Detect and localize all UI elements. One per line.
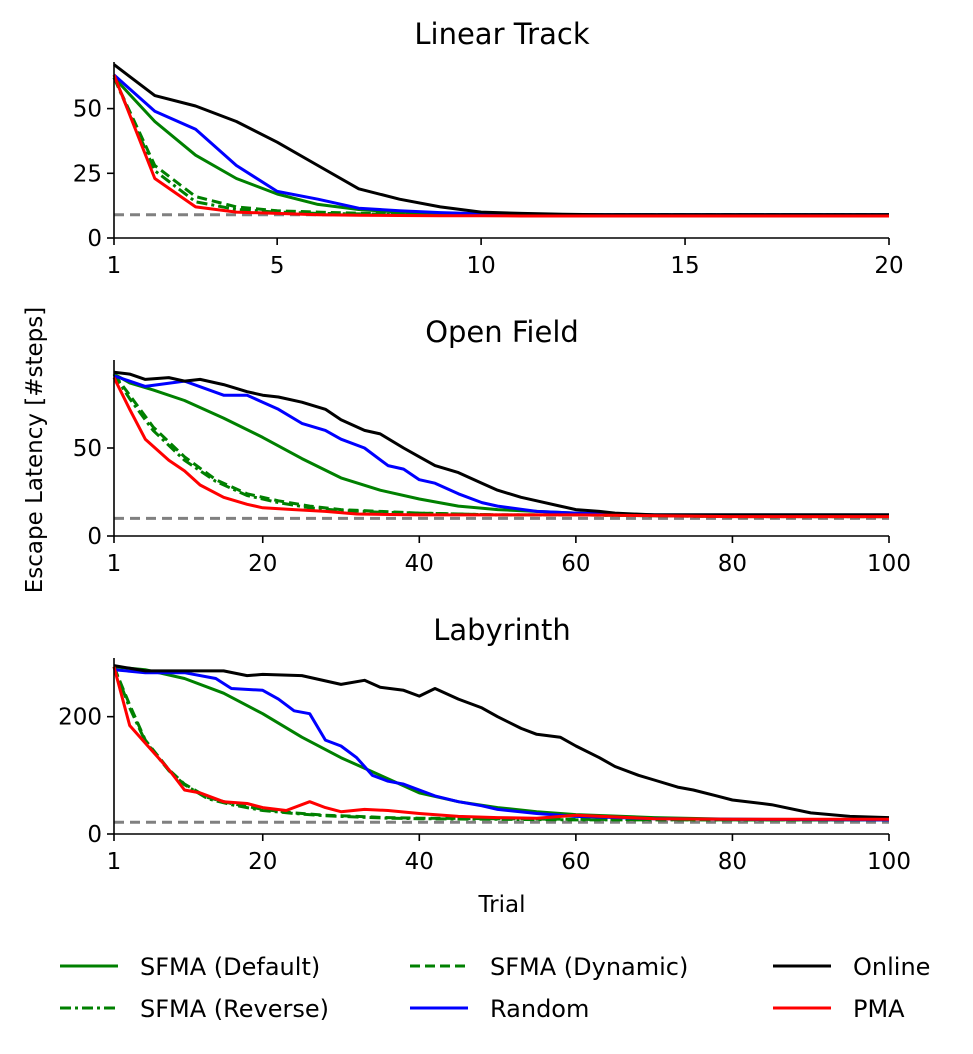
series-line-sfma-reverse xyxy=(112,666,889,822)
y-tick-label: 0 xyxy=(87,822,102,848)
y-tick-label: 25 xyxy=(73,161,102,187)
legend-label: PMA xyxy=(853,995,905,1023)
series-line-random xyxy=(113,73,889,217)
series-line-sfma-reverse xyxy=(112,76,889,217)
legend-entry: SFMA (Default) xyxy=(60,953,320,981)
x-tick-label: 1 xyxy=(107,551,122,577)
legend-entry: SFMA (Reverse) xyxy=(60,995,329,1023)
legend-label: SFMA (Default) xyxy=(140,953,320,981)
x-tick-label: 15 xyxy=(670,253,699,279)
series-line-sfma-default xyxy=(112,76,889,217)
series-line-random xyxy=(113,668,890,822)
legend-entry: SFMA (Dynamic) xyxy=(410,953,688,981)
legend-entry: Random xyxy=(410,995,589,1023)
x-tick-label: 40 xyxy=(405,849,434,875)
legend-label: SFMA (Dynamic) xyxy=(490,953,688,981)
x-tick-label: 10 xyxy=(466,253,495,279)
x-tick-label: 80 xyxy=(718,551,747,577)
panel-labyrinth: Labyrinth Trial 1 20 40 60 80 100 0 200 xyxy=(58,613,911,918)
series-line-online xyxy=(113,664,890,820)
x-tick-label: 20 xyxy=(248,849,277,875)
x-tick-label: 5 xyxy=(270,253,285,279)
series-line-online xyxy=(113,370,889,517)
legend-label: Online xyxy=(853,953,930,981)
x-tick-label: 100 xyxy=(867,551,911,577)
series-line-sfma-dynamic xyxy=(112,666,889,822)
x-tick-label: 100 xyxy=(867,849,911,875)
x-tick-label: 40 xyxy=(405,551,434,577)
x-tick-label: 20 xyxy=(248,551,277,577)
y-tick-label: 200 xyxy=(58,705,102,731)
legend-entry: PMA xyxy=(773,995,905,1023)
x-tick-label: 80 xyxy=(718,849,747,875)
series-line-pma xyxy=(112,74,889,218)
series-line-pma xyxy=(112,666,889,821)
series-line-pma xyxy=(112,376,889,519)
legend-entry: Online xyxy=(773,953,930,981)
series-line-random xyxy=(113,374,889,517)
x-tick-label: 1 xyxy=(107,849,122,875)
y-tick-label: 50 xyxy=(73,436,102,462)
x-tick-label: 20 xyxy=(874,253,903,279)
y-tick-label: 0 xyxy=(87,226,102,252)
panel-title: Open Field xyxy=(425,315,579,349)
y-tick-label: 50 xyxy=(73,97,102,123)
series-line-online xyxy=(113,63,889,217)
x-axis-label: Trial xyxy=(478,892,526,918)
x-tick-label: 60 xyxy=(561,849,590,875)
panel-title: Labyrinth xyxy=(433,613,571,647)
series-line-sfma-dynamic xyxy=(112,76,889,217)
panel-open-field: Open Field 1 20 40 60 80 100 0 50 xyxy=(73,315,911,577)
y-tick-label: 0 xyxy=(87,524,102,550)
legend-label: Random xyxy=(490,995,589,1023)
x-tick-label: 60 xyxy=(561,551,590,577)
legend: SFMA (Default) SFMA (Dynamic) Online SFMA (… xyxy=(60,953,930,1023)
series-line-sfma-default xyxy=(113,665,889,822)
panel-title: Linear Track xyxy=(414,17,589,51)
x-tick-label: 1 xyxy=(107,253,122,279)
y-axis-label: Escape Latency [#steps] xyxy=(22,307,48,594)
legend-label: SFMA (Reverse) xyxy=(140,995,329,1023)
